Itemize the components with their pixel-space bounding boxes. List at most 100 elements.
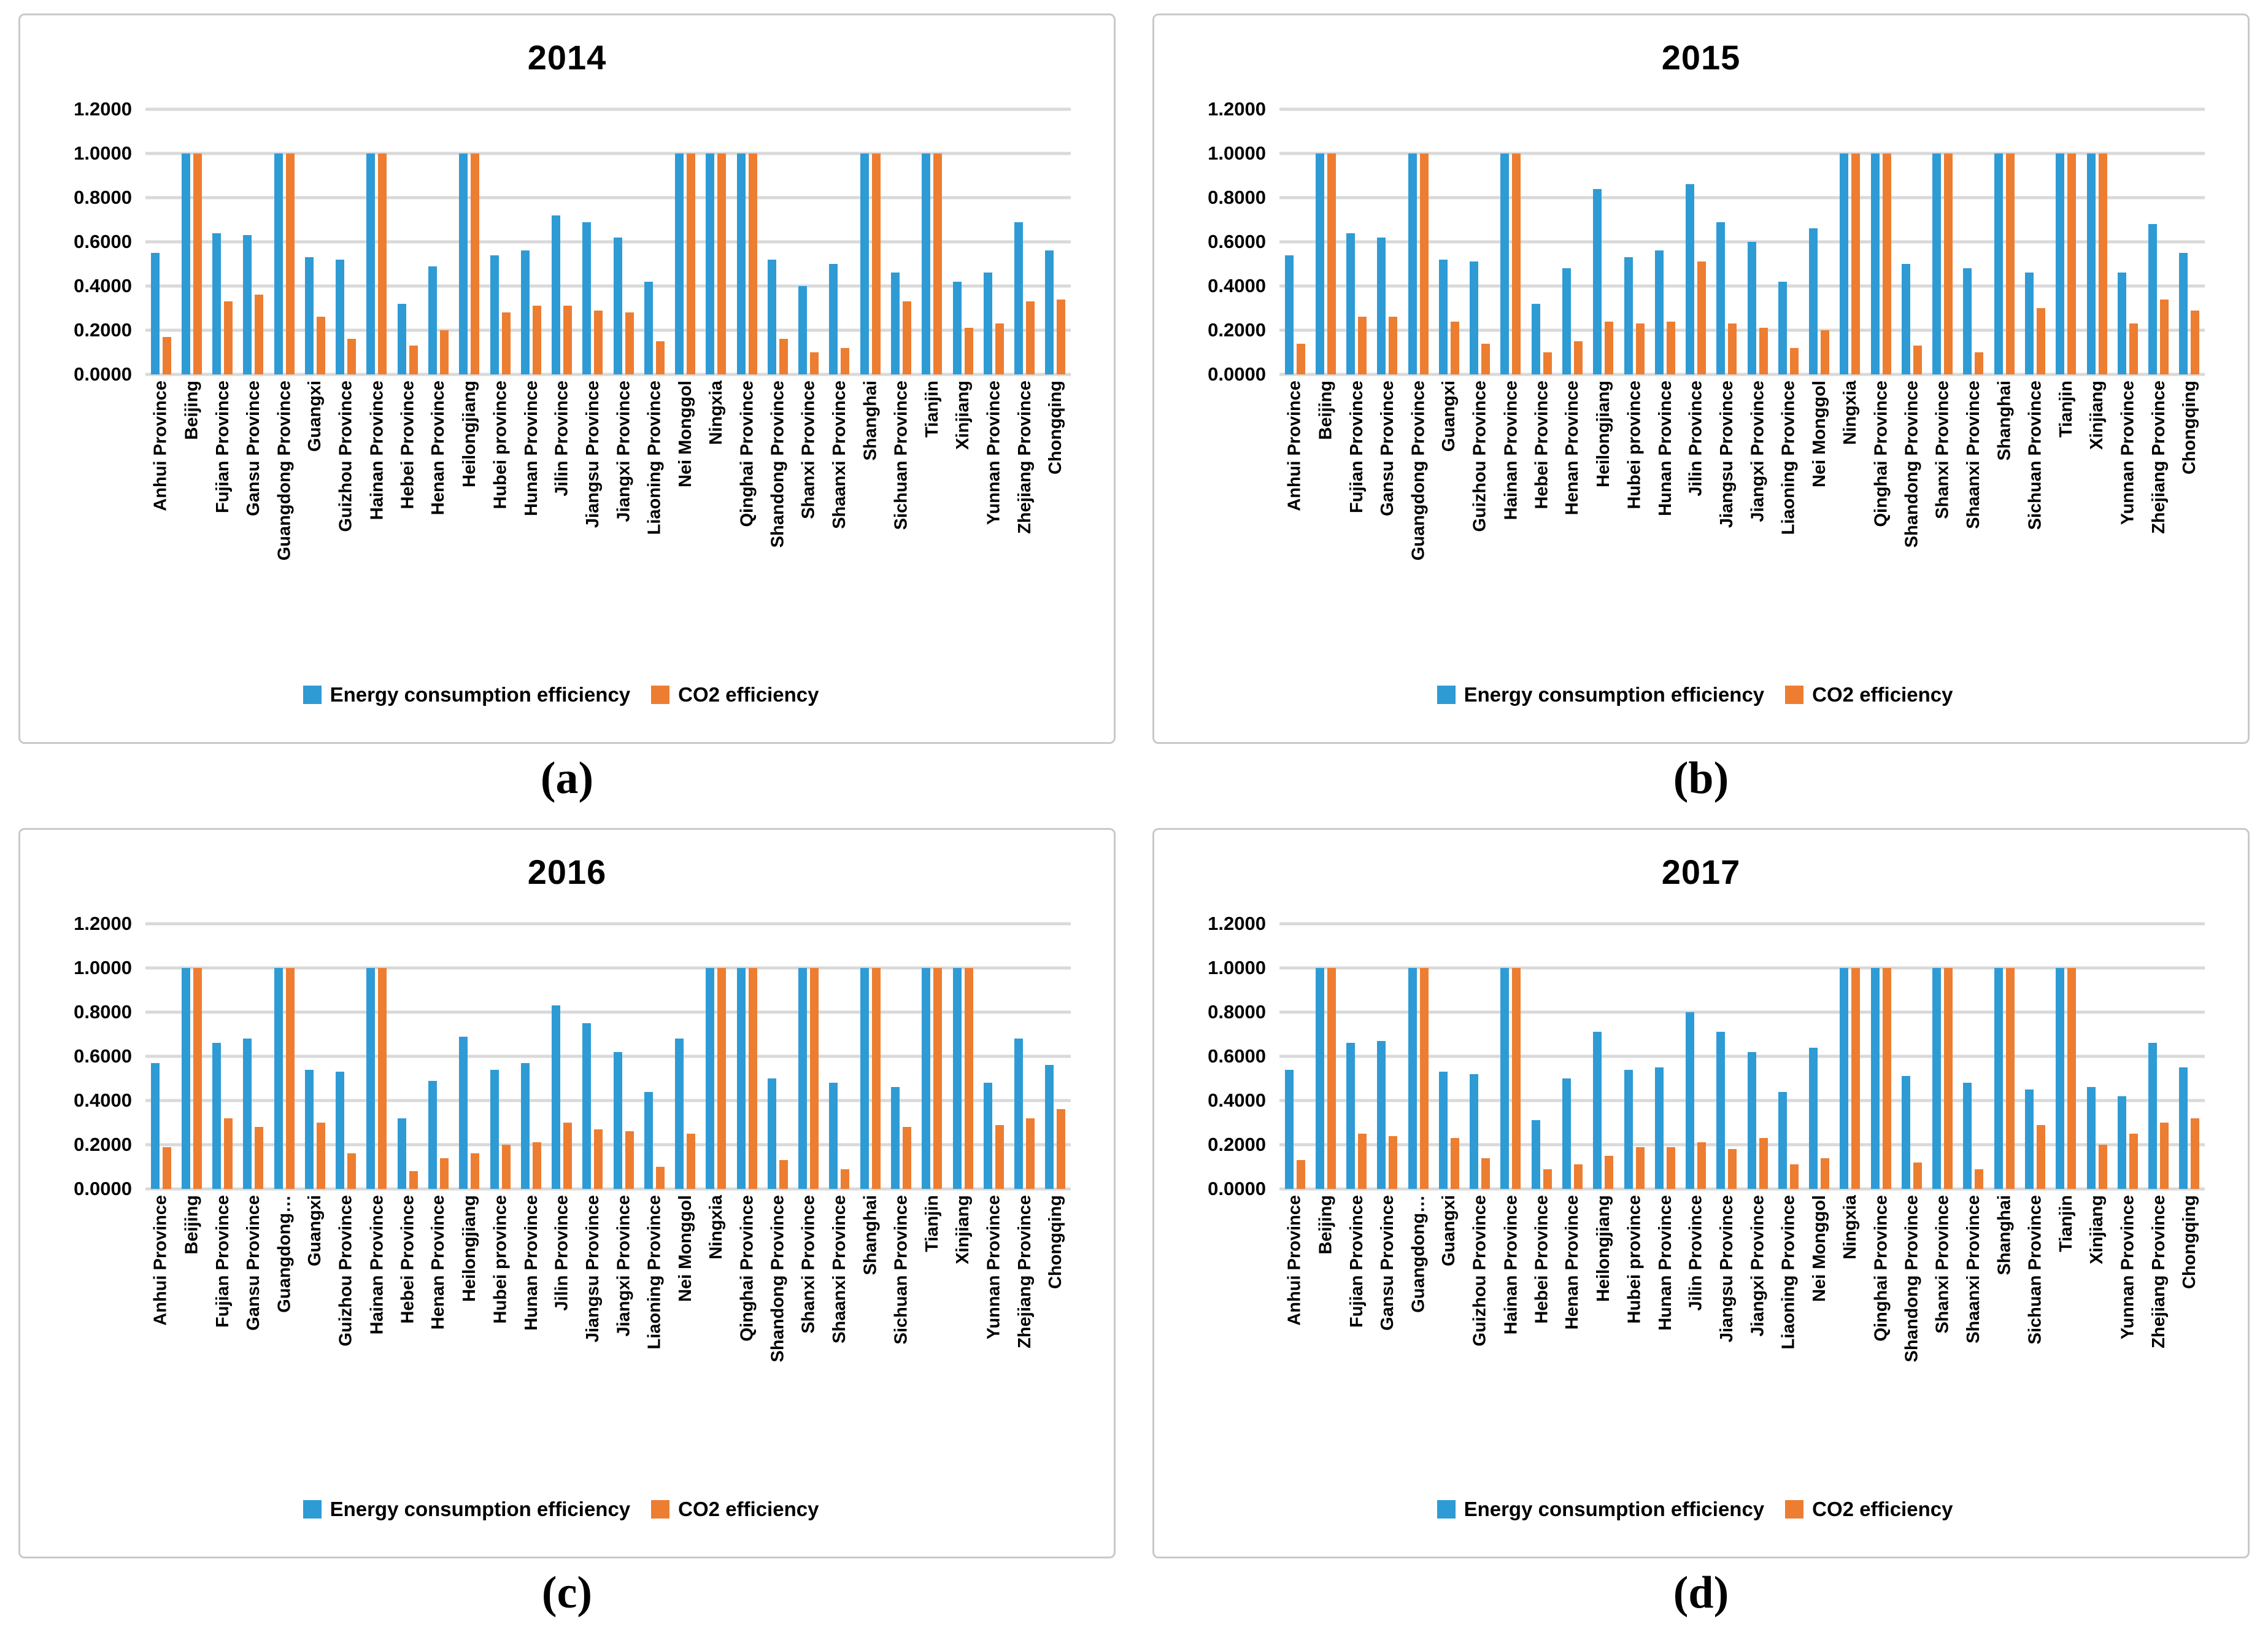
bar-group <box>2174 109 2205 374</box>
bar-co2 <box>2129 323 2138 374</box>
bar-co2 <box>933 968 943 1189</box>
x-category-label: Fujian Province <box>1346 1195 1367 1328</box>
bar-group <box>1433 109 1464 374</box>
bar-energy <box>552 1005 561 1189</box>
x-category: Nei Monggol <box>1804 379 1835 659</box>
x-category: Beijing <box>176 1194 207 1473</box>
bar-energy <box>2056 968 2065 1189</box>
x-category-label: Heilongjiang <box>1593 381 1613 487</box>
chart-body: 1.2000 1.0000 0.8000 0.6000 0.4000 0.2000 0.00… <box>26 98 1108 659</box>
bar-co2 <box>224 1118 233 1189</box>
x-category-label: Hunan Province <box>521 1195 541 1331</box>
x-category: Shanxi Province <box>793 379 824 659</box>
x-category-label: Sichuan Province <box>891 381 911 530</box>
y-tick-label: 0.8000 <box>1208 186 1266 208</box>
x-category: Guangxi <box>1433 379 1464 659</box>
gridline <box>1279 284 2205 288</box>
bar-co2 <box>1543 352 1552 374</box>
bar-co2 <box>1327 153 1336 374</box>
bar-co2 <box>1851 153 1861 374</box>
bar-co2 <box>1728 1149 1737 1189</box>
x-category: Hunan Province <box>515 1194 546 1473</box>
y-axis: 1.2000 1.0000 0.8000 0.6000 0.4000 0.2000 0.00… <box>42 913 145 1199</box>
gridline <box>145 152 1071 155</box>
bar-energy <box>1315 153 1324 374</box>
bar-co2 <box>748 153 757 374</box>
x-category: Ningxia <box>1835 1194 1865 1473</box>
bar-energy <box>1654 1067 1664 1189</box>
bar-co2 <box>2160 299 2169 374</box>
x-category-label: Fujian Province <box>1346 381 1367 513</box>
bar-energy <box>2117 1096 2126 1189</box>
bar-energy <box>2086 153 2096 374</box>
bar-co2 <box>193 153 202 374</box>
gridline <box>145 284 1071 288</box>
legend-swatch-co2 <box>1785 1500 1804 1519</box>
bar-co2 <box>2067 968 2077 1189</box>
legend-label-co2: CO2 efficiency <box>1812 1498 1953 1520</box>
bar-energy <box>366 153 376 374</box>
bar-energy <box>1716 222 1726 374</box>
bar-energy <box>2148 1043 2158 1189</box>
bar-energy <box>613 237 622 374</box>
x-category-label: Beijing <box>1316 1195 1336 1255</box>
x-category: Ningxia <box>701 1194 731 1473</box>
x-category-label: Hunan Province <box>1655 381 1675 516</box>
x-category-label: Yunnan Province <box>984 381 1004 525</box>
x-category-label: Yunnan Province <box>984 1195 1004 1340</box>
x-category: Hebei Province <box>1526 379 1557 659</box>
bar-group <box>176 109 207 374</box>
x-category: Jilin Province <box>1680 1194 1711 1473</box>
legend-swatch-energy <box>303 1500 322 1519</box>
x-category-label: Chongqing <box>1045 381 1065 475</box>
y-tick-label: 0.4000 <box>1208 1089 1266 1111</box>
bar-group <box>731 109 762 374</box>
bar-co2 <box>1728 323 1737 374</box>
bar-energy <box>767 259 776 374</box>
bar-co2 <box>285 968 295 1189</box>
x-category-label: Shandong Province <box>1902 381 1922 548</box>
bar-co2 <box>378 153 387 374</box>
x-category-label: Shandong Province <box>768 1195 788 1363</box>
bar-group <box>1341 924 1372 1189</box>
legend-swatch-co2 <box>651 1500 670 1519</box>
x-category-label: Hubei province <box>1624 1195 1645 1324</box>
bar-co2 <box>1543 1169 1552 1189</box>
x-category-label: Jiangsu Province <box>1716 1195 1737 1343</box>
x-category: Beijing <box>1310 1194 1341 1473</box>
x-category: Xinjiang <box>947 379 978 659</box>
x-category: Jiangxi Province <box>608 379 639 659</box>
x-axis-labels: Anhui Province Beijing Fujian Province Gans… <box>1279 1194 2205 1473</box>
bar-group <box>1649 109 1680 374</box>
x-category: Tianjin <box>917 1194 947 1473</box>
bar-co2 <box>1026 1118 1035 1189</box>
x-category-label: Nei Monggol <box>675 381 695 487</box>
x-category: Jiangxi Province <box>1742 379 1773 659</box>
bar-group <box>608 109 639 374</box>
bar-group <box>392 109 423 374</box>
gridline <box>1279 328 2205 332</box>
x-category-label: Shandong Province <box>768 381 788 548</box>
x-category: Guangdong Province <box>1403 379 1433 659</box>
bar-energy <box>1377 1040 1386 1189</box>
bar-group <box>361 109 392 374</box>
bar-co2 <box>1512 153 1521 374</box>
bar-group <box>1465 109 1495 374</box>
x-category: Chongqing <box>1040 379 1071 659</box>
x-category-label: Beijing <box>1316 381 1336 440</box>
bar-energy <box>1624 1069 1633 1189</box>
bar-energy <box>212 1043 222 1189</box>
bar-group <box>1711 924 1742 1189</box>
bar-group <box>917 109 947 374</box>
y-tick-label: 0.2000 <box>74 319 132 341</box>
y-tick-label: 0.0000 <box>1208 1178 1266 1199</box>
bar-co2 <box>255 295 264 374</box>
bar-energy <box>1901 1076 1910 1189</box>
x-category: Yunnan Province <box>2112 1194 2143 1473</box>
x-category-label: Jilin Province <box>552 1195 572 1311</box>
x-category-label: Shandong Province <box>1902 1195 1922 1363</box>
bar-group <box>1989 109 2019 374</box>
bar-energy <box>706 968 715 1189</box>
bar-group <box>485 109 515 374</box>
bar-co2 <box>2129 1134 2138 1189</box>
